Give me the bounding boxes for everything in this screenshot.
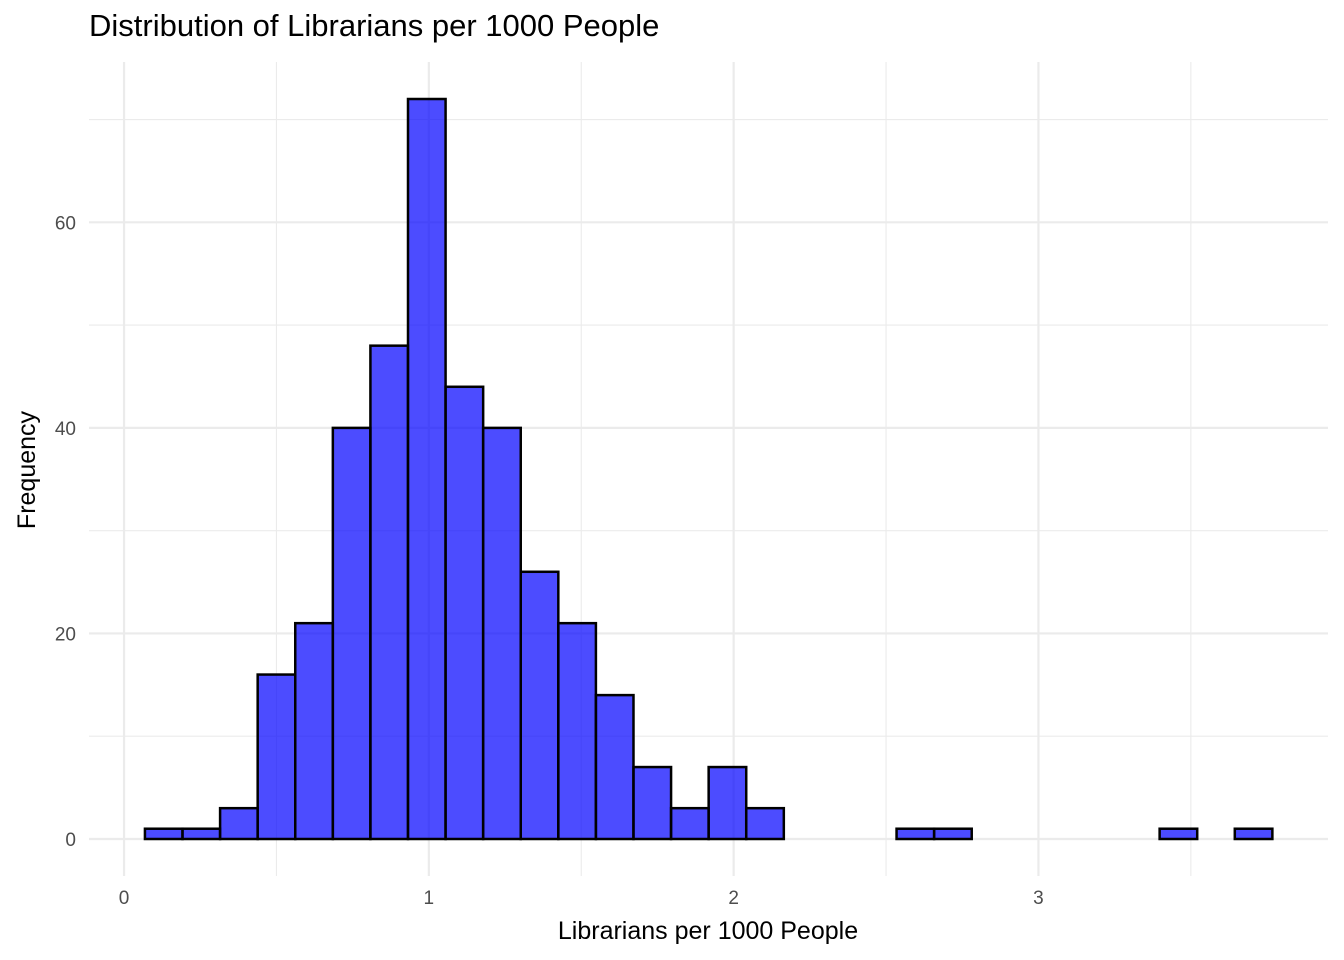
histogram-bar (143, 827, 184, 841)
histogram-bar (406, 97, 447, 841)
histogram-bar (481, 426, 522, 841)
histogram-bar (369, 344, 410, 841)
x-axis-title: Librarians per 1000 People (558, 917, 858, 945)
bars-layer (143, 97, 1274, 841)
histogram-bar (218, 806, 259, 841)
y-tick-labels: 0 20 40 60 (55, 213, 76, 851)
chart-title: Distribution of Librarians per 1000 Peop… (89, 8, 660, 43)
histogram-bar (444, 385, 485, 841)
histogram-bar (669, 806, 710, 841)
y-tick-label: 60 (55, 213, 76, 234)
histogram-bar (707, 765, 748, 841)
histogram-bar (744, 806, 786, 841)
histogram-bar (181, 827, 222, 841)
histogram-bar (1233, 827, 1274, 841)
histogram-bar (932, 827, 973, 841)
y-tick-label: 40 (55, 419, 76, 440)
histogram-bar (519, 570, 560, 841)
histogram-bar (557, 621, 598, 841)
histogram-bar (331, 426, 372, 841)
y-tick-label: 20 (55, 624, 76, 645)
histogram-bar (895, 827, 936, 841)
x-tick-label: 3 (1033, 888, 1044, 909)
histogram-bar (1158, 827, 1199, 841)
histogram-bar (594, 693, 635, 841)
histogram-bar (294, 621, 335, 841)
y-axis-title: Frequency (13, 410, 41, 529)
histogram-bar (256, 673, 297, 841)
x-tick-labels: 0 1 2 3 (119, 888, 1044, 909)
x-tick-label: 1 (424, 888, 435, 909)
x-tick-label: 0 (119, 888, 130, 909)
x-tick-label: 2 (728, 888, 739, 909)
y-tick-label: 0 (65, 830, 76, 851)
histogram-bar (632, 765, 673, 841)
